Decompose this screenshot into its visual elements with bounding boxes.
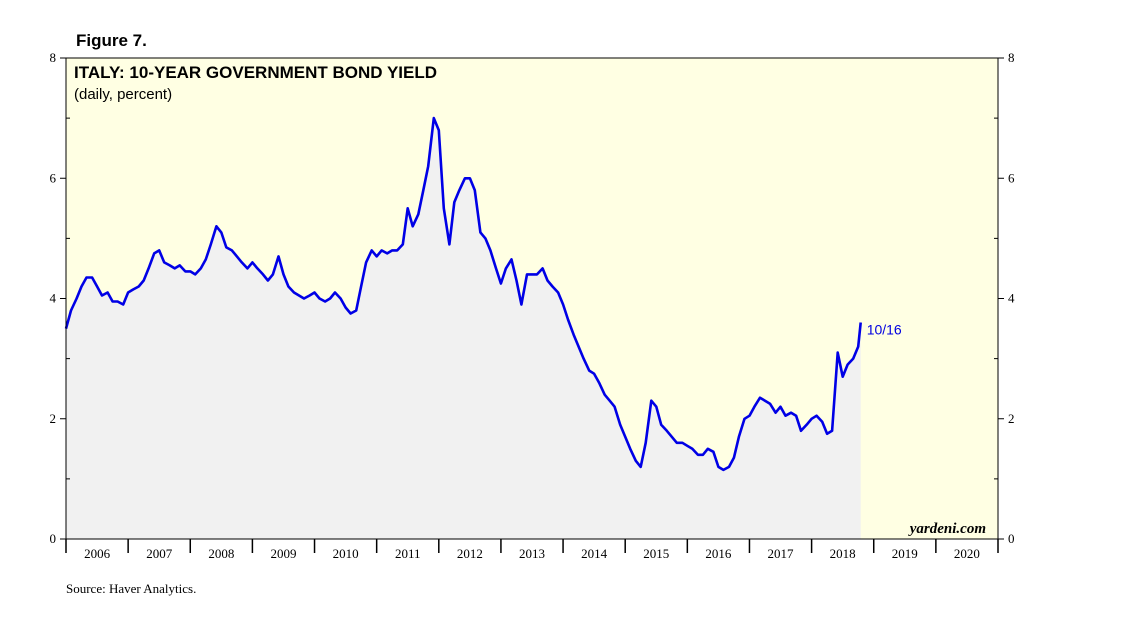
source-note: Source: Haver Analytics.: [66, 581, 196, 596]
x-tick-label: 2008: [208, 546, 234, 561]
x-tick-label: 2017: [768, 546, 795, 561]
x-tick-label: 2010: [333, 546, 359, 561]
series-area: [66, 118, 861, 539]
x-axis: 2006 2007 2008 2009 2010 2011 2012 2013 2014 2015…: [65, 539, 999, 561]
y-tick-label-left: 6: [50, 170, 57, 185]
y-tick-label-right: 2: [1008, 411, 1015, 426]
x-tick-label: 2006: [84, 546, 111, 561]
x-tick-label: 2015: [643, 546, 669, 561]
x-tick-label: 2020: [954, 546, 980, 561]
x-tick-label: 2016: [705, 546, 732, 561]
y-tick-label-left: 4: [50, 291, 57, 306]
chart-title: ITALY: 10-YEAR GOVERNMENT BOND YIELD: [74, 63, 437, 82]
x-tick-label: 2009: [270, 546, 296, 561]
area-layer: [66, 118, 861, 539]
watermark: yardeni.com: [908, 521, 986, 537]
y-tick-label-right: 8: [1008, 50, 1015, 65]
y-axis-left: 0 2 4 6 8: [50, 50, 70, 546]
end-label: 10/16: [867, 322, 902, 338]
y-tick-label-right: 0: [1008, 531, 1015, 546]
chart-subtitle: (daily, percent): [74, 86, 172, 103]
y-tick-label-left: 2: [50, 411, 57, 426]
y-tick-label-left: 8: [50, 50, 57, 65]
line-layer: [64, 116, 862, 472]
y-tick-label-left: 0: [50, 531, 57, 546]
x-tick-label: 2014: [581, 546, 608, 561]
series-line: [64, 116, 862, 472]
x-tick-label: 2011: [395, 546, 421, 561]
x-tick-label: 2007: [146, 546, 173, 561]
y-tick-label-right: 4: [1008, 291, 1015, 306]
x-tick-label: 2012: [457, 546, 483, 561]
x-tick-label: 2013: [519, 546, 545, 561]
x-tick-label: 2019: [892, 546, 918, 561]
x-tick-label: 2018: [830, 546, 856, 561]
y-axis-right: 0 2 4 6 8: [994, 50, 1015, 546]
y-tick-label-right: 6: [1008, 170, 1015, 185]
figure-label: Figure 7.: [76, 31, 147, 50]
